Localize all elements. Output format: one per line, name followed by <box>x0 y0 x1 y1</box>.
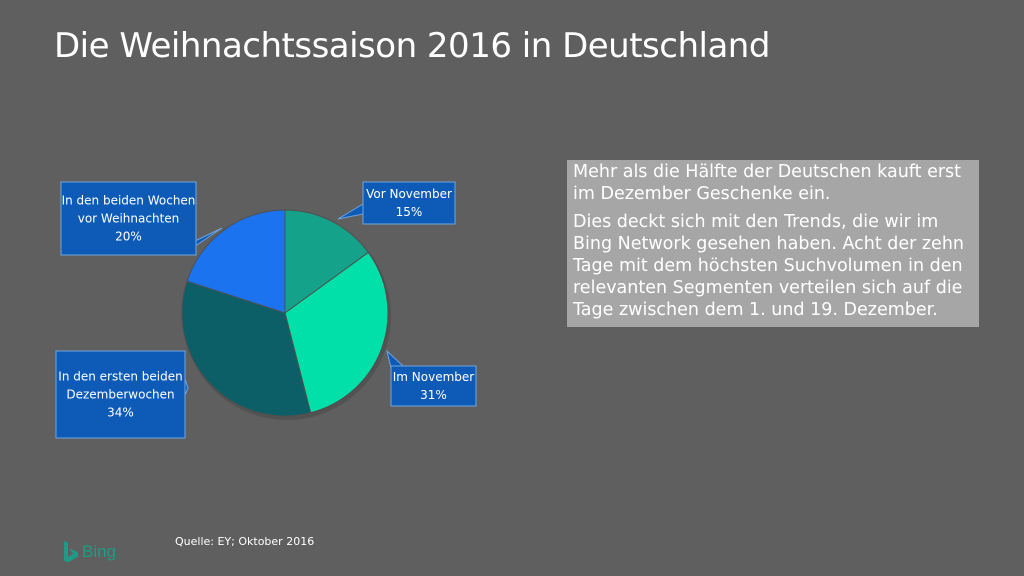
bing-logo-icon <box>64 541 78 563</box>
bing-logo-text: Bing <box>82 542 117 561</box>
pie-category-label: Vor November <box>366 187 452 201</box>
pie-callout <box>55 350 189 439</box>
bing-logo: Bing <box>62 540 116 564</box>
summary-paragraph-2: Dies deckt sich mit den Trends, die wir … <box>573 212 965 320</box>
summary-paragraph-1: Mehr als die Hälfte der Deutschen kauft … <box>573 162 962 204</box>
pie-value-label: 20% <box>115 230 142 244</box>
pie-category-label: vor Weihnachten <box>78 212 180 226</box>
pie-callout <box>337 181 456 225</box>
pie-category-label: In den ersten beiden <box>58 370 182 384</box>
pie-category-label: In den beiden Wochen <box>62 194 196 208</box>
pie-slice <box>186 209 286 314</box>
pie-callout <box>60 181 223 256</box>
pie-callout <box>386 349 477 407</box>
summary-textbox: Mehr als die Hälfte der Deutschen kauft … <box>567 160 979 327</box>
pie-value-label: 34% <box>107 406 134 420</box>
pie-category-label: Dezemberwochen <box>66 388 174 402</box>
pie-category-label: Im November <box>393 370 475 384</box>
page-title: Die Weihnachtssaison 2016 in Deutschland <box>54 26 770 66</box>
pie-value-label: 15% <box>396 205 423 219</box>
pie-value-label: 31% <box>420 388 447 402</box>
pie-slice <box>284 251 389 414</box>
source-note: Quelle: EY; Oktober 2016 <box>175 535 315 548</box>
pie-slice <box>181 280 312 417</box>
pie-slice <box>284 209 370 314</box>
